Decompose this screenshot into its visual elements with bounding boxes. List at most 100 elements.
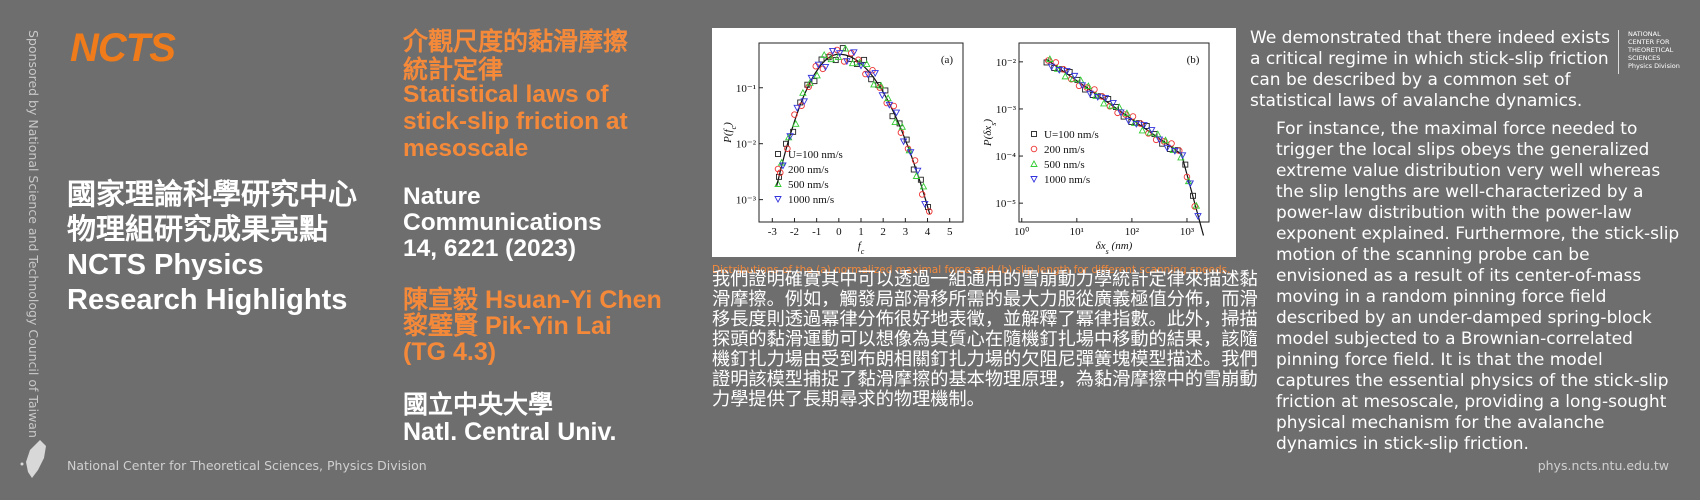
marker [1147,127,1156,134]
marker [807,74,816,82]
authors: 陳宣毅 Hsuan-Yi Chen 黎璧賢 Pik-Yin Lai (TG 4.3) [403,287,662,365]
axis-label-part: f [858,240,863,252]
title-zh: 介觀尺度的黏滑摩擦 統計定律 [403,28,628,84]
legend-label: U=100 nm/s [1044,129,1099,141]
axis-label-part: δx [1096,240,1106,252]
line: 物理組研究成果亮點 [67,214,329,246]
marker [828,47,837,55]
axis-label-part: ) [982,119,994,124]
marker [1132,121,1141,128]
marker [1093,94,1102,101]
corner-logo: NATIONAL CENTER FOR THEORETICAL SCIENCES Phy… [1628,30,1680,70]
marker [1160,138,1168,145]
marker [926,208,933,215]
x-tick-label: -1 [812,226,821,238]
marker [814,61,823,69]
marker [868,76,875,83]
marker [1092,91,1100,99]
marker [784,133,793,141]
marker [1076,76,1085,84]
url: phys.ncts.ntu.edu.tw [1537,458,1669,473]
axis-label-part: P(f [722,127,734,143]
marker [855,58,864,66]
marker [911,157,919,164]
marker [1047,63,1056,71]
marker [877,81,885,89]
summary-en-2: For instance, the maximal force needed t… [1276,119,1680,454]
line: 國家理論科學研究中心 [67,179,358,211]
legend-label: 500 nm/s [1044,159,1085,171]
marker [1138,126,1147,134]
marker [870,80,878,88]
marker [925,204,931,210]
line: 黎璧賢 Pik-Yin Lai [403,312,612,340]
marker [919,182,928,190]
legend-label: 1000 nm/s [1044,174,1090,186]
marker [1161,136,1170,144]
marker [899,138,908,146]
marker [871,70,879,78]
marker [1122,111,1129,118]
marker [827,55,836,63]
x-tick-label: 10³ [1180,226,1195,238]
marker [774,196,782,203]
marker [779,162,787,170]
marker [1082,86,1089,93]
marker [1086,90,1094,98]
line: 國立中央大學 [403,391,554,419]
y-tick-label: 10⁻¹ [736,83,756,95]
marker [897,129,905,136]
marker [784,145,791,152]
affiliation: 國立中央大學 Natl. Central Univ. [403,392,616,446]
y-tick-label: 10⁻³ [996,104,1017,116]
marker [805,83,812,91]
marker [786,133,794,141]
marker [1163,144,1171,152]
marker [1124,117,1133,125]
line: Physics Division [1628,62,1680,70]
marker [776,173,782,180]
marker [799,88,807,96]
axis-label-part: c [861,247,865,256]
line: Research Highlights [67,284,348,316]
axis-label: P(δxs) [982,119,998,148]
marker [1031,131,1037,137]
summary-zh: 我們證明確實其中可以透過一組通用的雪崩動力學統計定律來描述黏滑摩擦。例如，觸發局… [712,269,1258,410]
marker [1123,109,1131,117]
marker [1044,57,1052,64]
marker [884,94,892,102]
marker [774,180,782,187]
marker [1190,192,1196,199]
legend-label: 1000 nm/s [788,194,834,206]
marker [1169,146,1177,154]
x-tick-label: 4 [925,226,931,238]
line: stick-slip friction at [403,108,628,135]
marker [918,191,926,198]
line: (TG 4.3) [403,338,497,366]
marker [1030,160,1038,167]
legend-label: U=100 nm/s [788,149,843,161]
marker [1168,140,1175,147]
axis-label-part: s [989,123,998,126]
marker [775,151,781,157]
marker [1100,99,1108,107]
axis-label-part: s [1106,247,1109,256]
marker [861,56,868,63]
y-tick-label: 10⁻² [996,57,1017,69]
line: NCTS Physics [67,249,264,281]
marker [885,101,894,109]
marker [1186,180,1195,188]
marker [1109,100,1117,107]
marker [806,78,814,86]
line: CENTER FOR [1628,38,1670,46]
axis-label-part: (nm) [1109,240,1133,252]
marker [1046,55,1054,62]
marker [1183,173,1191,181]
frame [1018,42,1210,223]
marker [793,104,801,112]
line: 14, 6221 (2023) [403,235,576,262]
marker [906,149,915,157]
marker [811,78,818,85]
marker [850,49,858,57]
